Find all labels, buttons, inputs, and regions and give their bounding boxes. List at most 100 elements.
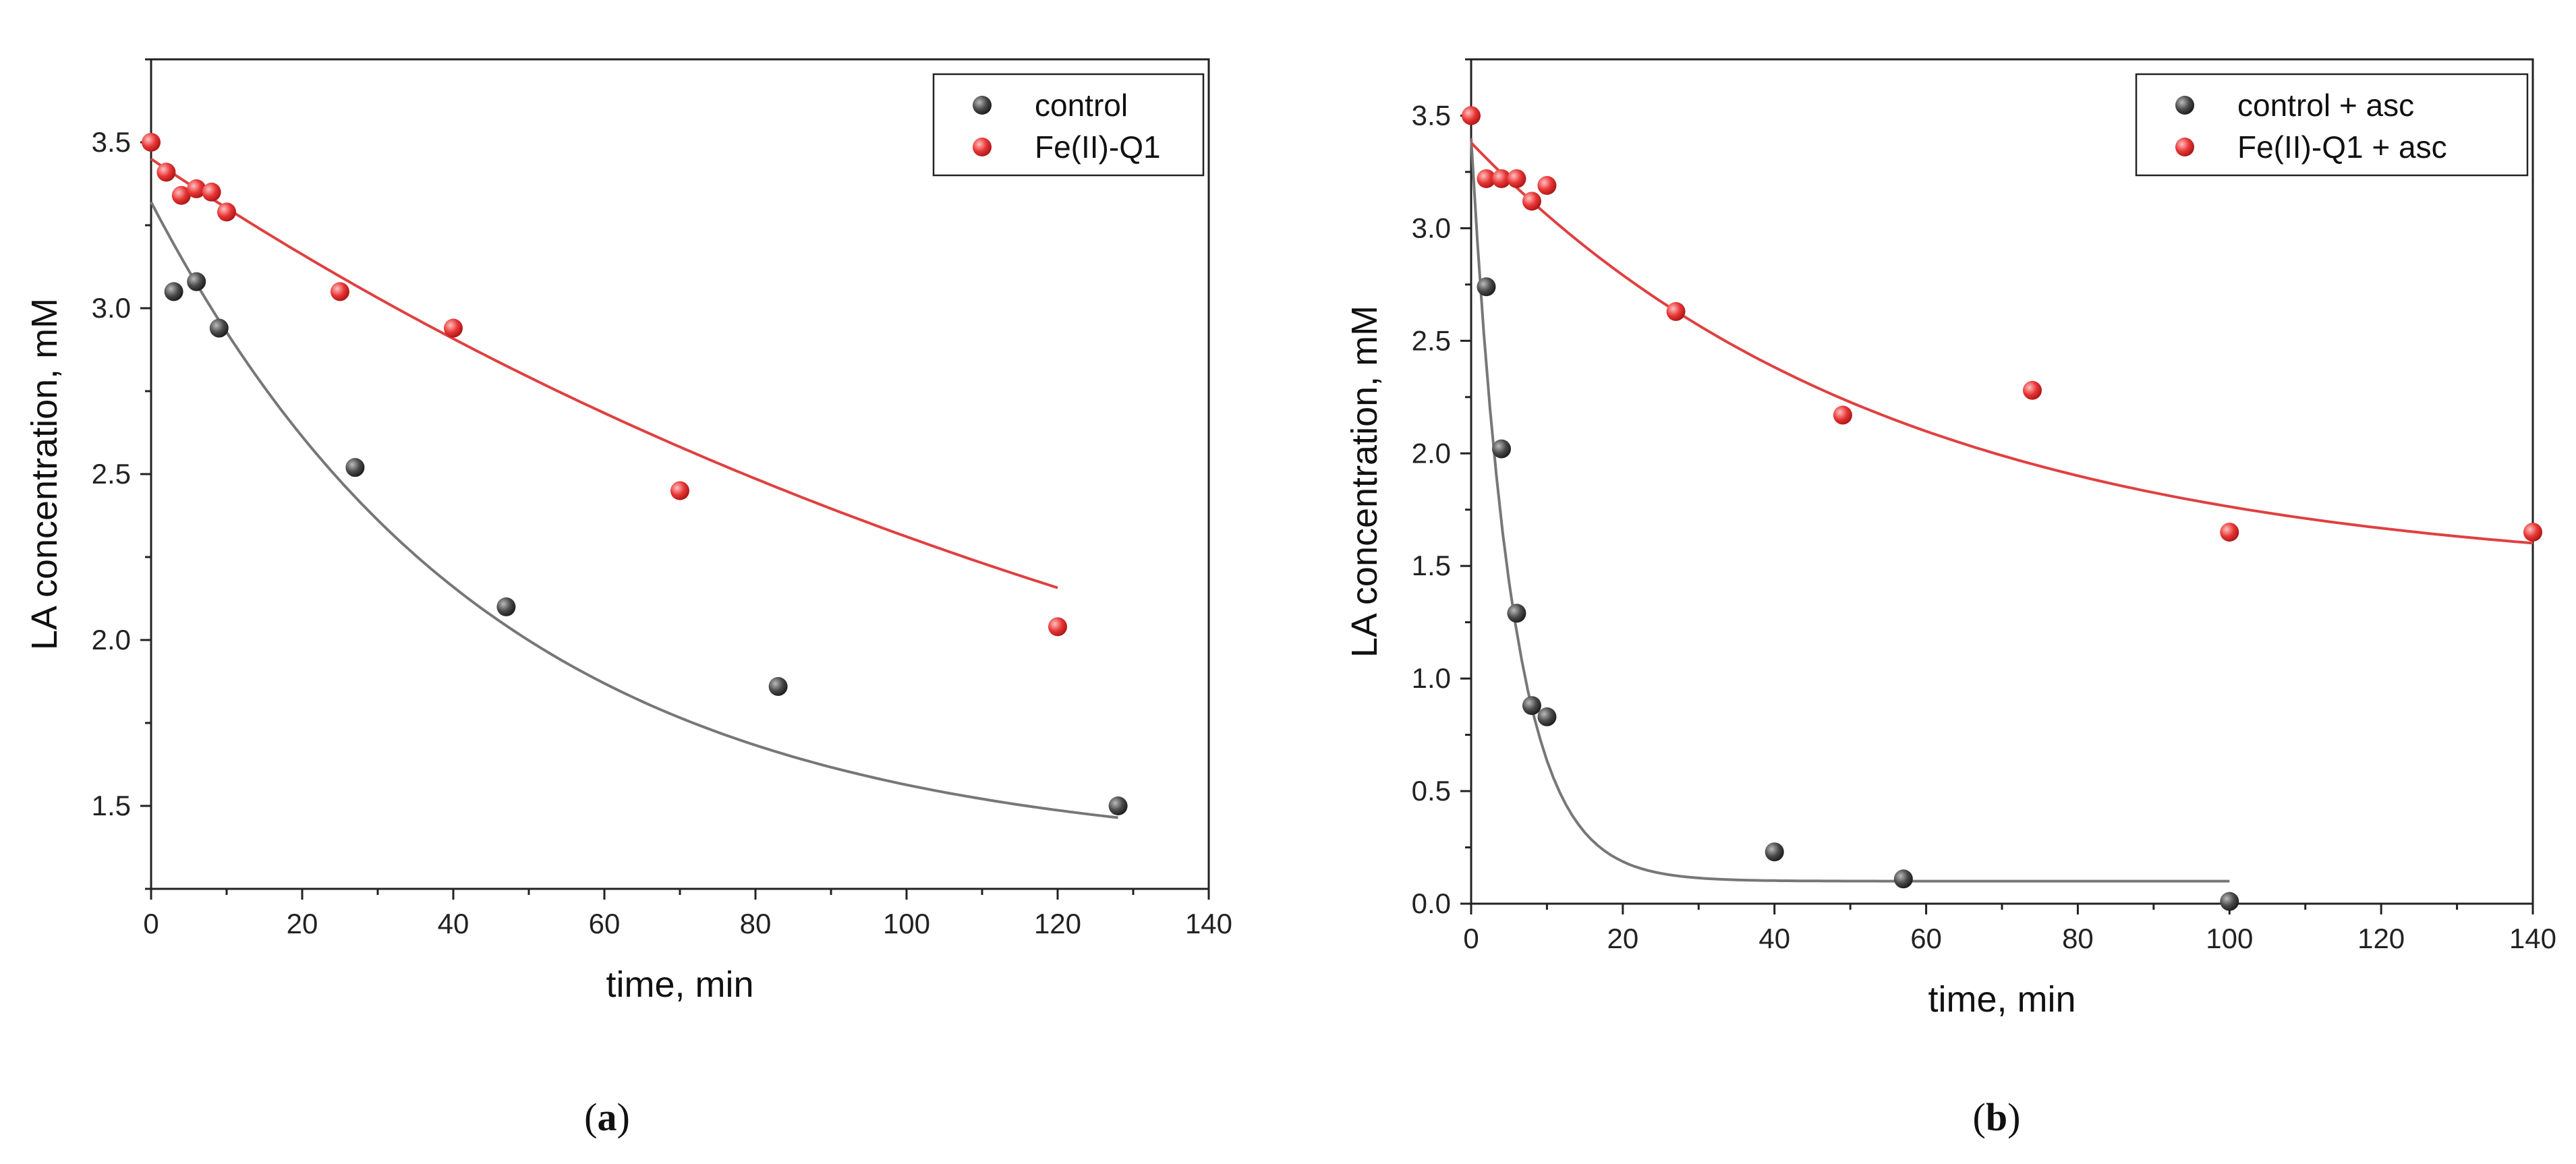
data-point-control <box>164 282 183 301</box>
x-tick-label: 60 <box>589 908 621 939</box>
x-tick-label: 120 <box>1034 908 1081 939</box>
legend: control + asc Fe(II)-Q1 + asc <box>2135 73 2529 177</box>
data-point-control <box>496 597 516 616</box>
data-point-control <box>187 272 206 291</box>
caption-letter: a <box>598 1095 617 1139</box>
data-point-fe <box>1666 301 1686 321</box>
y-tick-label: 1.5 <box>92 790 131 821</box>
x-tick-label: 80 <box>740 908 772 939</box>
y-tick-label: 0.0 <box>1412 887 1451 919</box>
data-point-control <box>1477 277 1496 297</box>
data-point-fe <box>1522 192 1541 211</box>
y-axis-title-b: LA concentration, mM <box>1344 305 1385 658</box>
y-tick-label: 2.0 <box>92 624 131 656</box>
data-point-fe <box>202 182 221 202</box>
data-point-control <box>1537 707 1557 726</box>
legend-label: Fe(II)-Q1 + asc <box>2237 129 2447 165</box>
panel-caption-b: (b) <box>1973 1095 2021 1139</box>
plot-area-b: 0 20 40 60 80 100 120 140 0.0 0.5 1.0 1.5 2.0 2.5 3.0 3… <box>1412 58 2556 954</box>
data-point-control <box>1522 696 1541 716</box>
plot-frame <box>150 58 1210 890</box>
data-point-fe <box>2022 380 2042 400</box>
x-tick-label: 20 <box>1607 923 1638 954</box>
data-point-control <box>1765 842 1784 862</box>
x-axis-title-b: time, min <box>1928 979 2076 1020</box>
chart-panel-a: 0 20 40 60 80 100 120 140 1.5 2.0 2.5 3.0 3.5 control… <box>24 58 1232 1139</box>
data-point-fe <box>1462 106 1481 125</box>
x-tick-label: 140 <box>1185 908 1232 939</box>
legend-marker-fe <box>2175 138 2194 156</box>
x-tick-label: 140 <box>2509 923 2556 954</box>
y-tick-label: 2.0 <box>1412 437 1451 469</box>
fit-line-control <box>1470 138 2230 883</box>
legend: control Fe(II)-Q1 <box>932 73 1205 177</box>
data-point-fe <box>2220 523 2239 542</box>
data-point-control <box>1491 439 1511 459</box>
y-tick-label: 1.0 <box>1412 662 1451 694</box>
y-tick-label: 0.5 <box>1412 775 1451 807</box>
x-tick-label: 20 <box>287 908 318 939</box>
data-point-fe <box>1477 169 1496 188</box>
data-point-fe <box>670 481 689 500</box>
x-axis-title-a: time, min <box>606 964 753 1005</box>
y-tick-label: 3.0 <box>92 292 131 324</box>
data-point-fe <box>2523 523 2542 542</box>
data-point-fe <box>1491 169 1511 188</box>
legend-marker-control <box>973 96 992 115</box>
data-point-control <box>1108 796 1128 815</box>
x-tick-label: 40 <box>438 908 469 939</box>
legend-label: Fe(II)-Q1 <box>1035 129 1161 165</box>
fit-line-fe <box>1470 142 2534 545</box>
fit-line-control <box>150 201 1118 819</box>
y-tick-label: 2.5 <box>92 458 131 490</box>
fit-line-fe <box>150 157 1058 589</box>
legend-label: control + asc <box>2237 88 2414 123</box>
y-tick-label: 3.5 <box>92 126 131 158</box>
chart-panel-b: 0 20 40 60 80 100 120 140 0.0 0.5 1.0 1.5 2.0 2.5 3.0 3… <box>1344 58 2556 1139</box>
caption-close-paren: ) <box>2007 1095 2020 1139</box>
panel-caption-a: (a) <box>584 1095 630 1139</box>
plot-area-a: 0 20 40 60 80 100 120 140 1.5 2.0 2.5 3.0 3.5 control… <box>92 58 1232 939</box>
y-tick-label: 3.0 <box>1412 212 1451 243</box>
data-point-fe <box>142 133 161 152</box>
x-tick-label: 100 <box>2206 923 2253 954</box>
y-tick-label: 1.5 <box>1412 550 1451 581</box>
data-point-control <box>768 676 788 696</box>
legend-marker-fe <box>973 138 992 156</box>
x-tick-label: 60 <box>1910 923 1942 954</box>
y-tick-label: 3.5 <box>1412 99 1451 131</box>
data-point-fe <box>217 202 236 222</box>
x-tick-label: 0 <box>1463 923 1479 954</box>
data-point-fe <box>171 185 191 205</box>
data-point-fe <box>156 163 176 182</box>
data-point-control <box>2220 892 2239 911</box>
y-axis-title-a: LA concentration, mM <box>24 298 65 650</box>
data-point-fe <box>1507 169 1526 188</box>
data-point-control <box>1507 604 1526 623</box>
data-point-fe <box>331 282 349 301</box>
data-point-control <box>345 458 365 477</box>
data-point-fe <box>1833 405 1852 425</box>
caption-open-paren: ( <box>1973 1095 1986 1139</box>
x-tick-label: 100 <box>883 908 930 939</box>
data-point-fe <box>1048 617 1067 637</box>
caption-open-paren: ( <box>584 1095 597 1139</box>
caption-close-paren: ) <box>617 1095 630 1139</box>
x-tick-label: 80 <box>2062 923 2094 954</box>
data-point-fe <box>444 318 463 338</box>
data-point-fe <box>1537 175 1557 195</box>
x-tick-label: 120 <box>2357 923 2405 954</box>
legend-box <box>932 73 1205 177</box>
y-tick-label: 2.5 <box>1412 324 1451 356</box>
legend-marker-control <box>2175 96 2194 115</box>
x-tick-label: 0 <box>143 908 159 939</box>
data-point-control <box>209 318 229 338</box>
legend-box <box>2135 73 2529 177</box>
legend-label: control <box>1035 88 1128 123</box>
plot-frame <box>1470 58 2534 905</box>
x-tick-label: 40 <box>1758 923 1790 954</box>
data-point-control <box>1893 869 1913 889</box>
data-point-fe <box>187 179 206 198</box>
caption-letter: b <box>1986 1095 2007 1139</box>
